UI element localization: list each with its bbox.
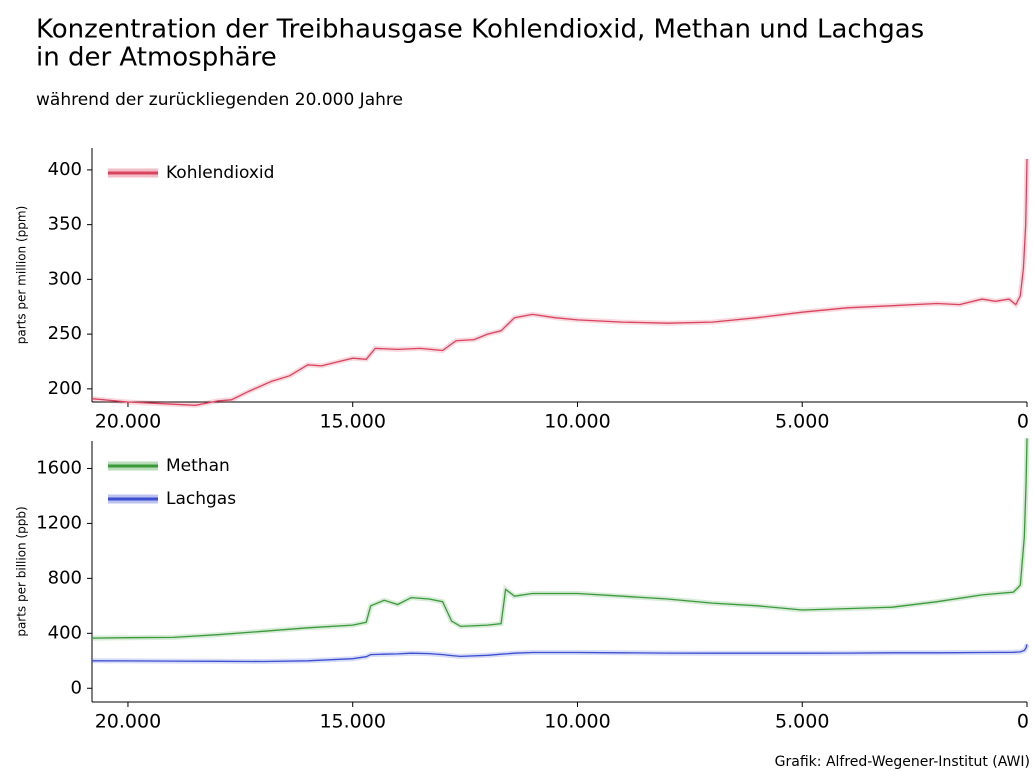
x-tick-label: 20.000 [95,711,161,733]
credit: Grafik: Alfred-Wegener-Institut (AWI) [775,754,1030,770]
y-tick-label: 0 [71,677,82,698]
y-axis-title: parts per billion (ppb) [15,506,29,636]
x-tick-label: 20.000 [95,411,161,433]
y-tick-label: 250 [48,323,82,344]
data-line [91,644,1028,663]
x-tick-label: 15.000 [319,711,385,733]
x-tick-label: 0 [1017,711,1029,733]
y-axis-title: parts per million (ppm) [15,206,29,345]
chart-title: Konzentration der Treibhausgase Kohlendi… [36,15,924,45]
x-tick-label: 15.000 [319,411,385,433]
data-line-halo [91,158,1030,408]
y-tick-label: 300 [48,268,82,289]
x-tick-label: 10.000 [544,411,610,433]
legend-label: Kohlendioxid [166,163,274,183]
x-tick-label: 10.000 [544,711,610,733]
legend-label: Methan [166,456,230,476]
y-tick-label: 400 [48,159,82,180]
y-tick-label: 1200 [36,512,82,533]
x-tick-label: 5.000 [775,411,829,433]
y-tick-label: 200 [48,378,82,399]
y-tick-label: 350 [48,214,82,235]
chart-subtitle: während der zurückliegenden 20.000 Jahre [36,90,403,110]
legend-label: Lachgas [166,489,236,509]
data-line-halo [91,438,1030,641]
data-line [91,438,1028,639]
y-tick-label: 400 [48,622,82,643]
x-tick-label: 0 [1017,411,1029,433]
data-line [91,158,1028,406]
y-tick-label: 1600 [36,457,82,478]
y-tick-label: 800 [48,567,82,588]
x-tick-label: 5.000 [775,711,829,733]
chart-title: in der Atmosphäre [36,43,277,73]
